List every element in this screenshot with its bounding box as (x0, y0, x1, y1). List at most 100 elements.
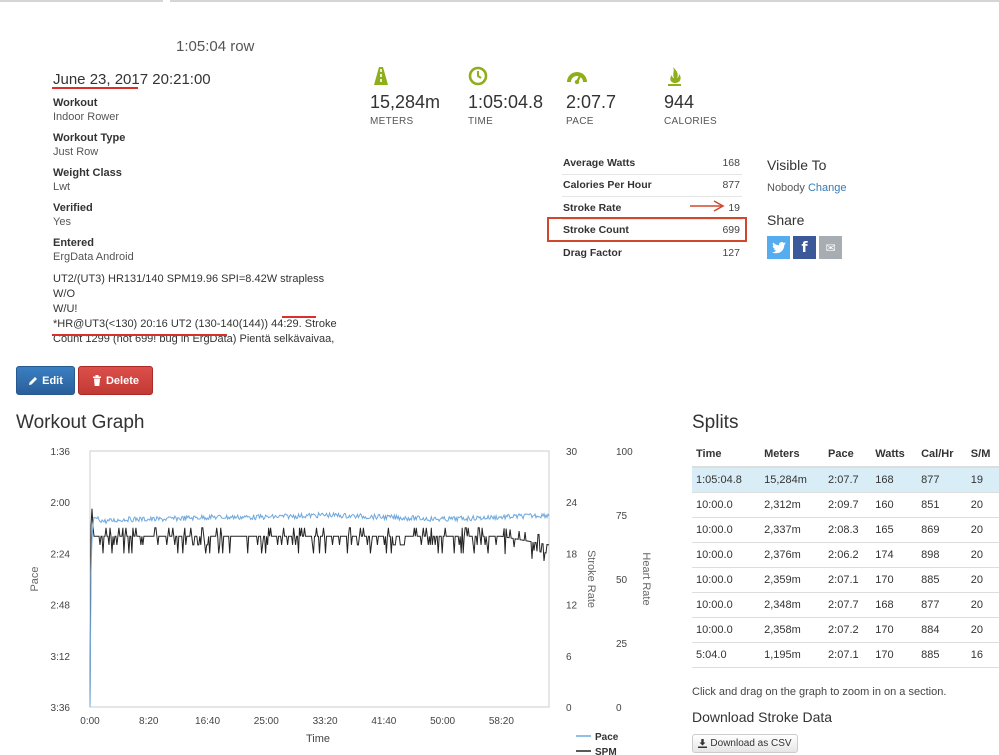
info-verified: Verified Yes (53, 201, 353, 229)
workout-time: 20:21:00 (152, 71, 211, 88)
splits-row: 10:00.0 2,337m 2:08.3 165 869 20 (692, 517, 999, 543)
heart-rate-tick-label: 75 (616, 511, 628, 522)
workout-date: June 23, 2017 (53, 71, 149, 88)
facebook-share-button[interactable]: f (793, 236, 816, 259)
stat-label: METERS (370, 116, 414, 127)
splits-cell: 877 (917, 592, 967, 618)
stat-value: 2:07.7 (566, 92, 617, 112)
workout-info-list: Workout Indoor Rower Workout Type Just R… (53, 96, 353, 271)
pace-axis-label: Pace (29, 566, 41, 591)
edit-button[interactable]: Edit (16, 366, 75, 395)
splits-cell: 170 (871, 567, 918, 593)
stroke-rate-tick-label: 12 (566, 601, 578, 612)
stat-label: TIME (468, 116, 494, 127)
splits-cell: 2:07.7 (824, 592, 872, 618)
detail-label: Stroke Rate (563, 201, 622, 214)
splits-cell: 10:00.0 (692, 542, 761, 568)
heart-rate-tick-label: 0 (616, 703, 622, 714)
top-divider (0, 0, 999, 2)
splits-cell: 2:07.2 (824, 617, 872, 643)
workout-actions: Edit Delete (16, 366, 153, 395)
detail-stroke-rate: Stroke Rate 19 (562, 197, 742, 220)
change-visibility-link[interactable]: Change (807, 182, 847, 194)
stat-value: 1:05:04.8 (468, 92, 544, 112)
splits-cell: 2,376m (760, 542, 825, 568)
pace-series-line (89, 511, 550, 708)
trash-icon (92, 375, 101, 386)
comment-line: *HR@UT3(<130) 20:16 UT2 (130-140(144)) 4… (53, 318, 337, 330)
splits-cell: 16 (966, 642, 999, 668)
detail-drag-factor: Drag Factor 127 (562, 242, 742, 265)
splits-cell: 174 (871, 542, 918, 568)
splits-row: 5:04.0 1,195m 2:07.1 170 885 16 (692, 642, 999, 668)
stroke-rate-tick-label: 18 (566, 549, 578, 560)
info-value: Lwt (53, 181, 71, 193)
spm-series-line (89, 508, 550, 708)
pace-tick-label: 2:24 (51, 549, 71, 560)
splits-cell: 2:08.3 (824, 517, 872, 543)
plot-area (89, 450, 550, 708)
detail-label: Drag Factor (563, 247, 622, 260)
comment-line: W/U! (53, 303, 78, 315)
splits-cell: 877 (917, 467, 967, 493)
detail-average-watts: Average Watts 168 (562, 152, 742, 175)
workout-graph-svg[interactable]: 1:36 2:00 2:24 2:48 3:12 3:36 30 24 18 12 6 0 100 75 5… (16, 440, 676, 755)
splits-cell: 1,195m (760, 642, 825, 668)
info-weight-class: Weight Class Lwt (53, 166, 353, 194)
pace-tick-label: 3:36 (51, 703, 71, 714)
splits-row: 10:00.0 2,359m 2:07.1 170 885 20 (692, 567, 999, 593)
detail-label: Calories Per Hour (563, 179, 652, 192)
pace-tick-label: 3:12 (51, 652, 71, 663)
heart-rate-tick-label: 50 (616, 575, 628, 586)
splits-cell: 10:00.0 (692, 517, 761, 543)
workout-graph[interactable]: 1:36 2:00 2:24 2:48 3:12 3:36 30 24 18 12 6 0 100 75 5… (16, 440, 676, 755)
detail-value: 699 (722, 224, 740, 237)
splits-cell: 2:09.7 (824, 492, 872, 518)
clock-icon (468, 66, 488, 86)
time-tick-label: 25:00 (254, 716, 279, 727)
stat-label: PACE (566, 116, 594, 127)
splits-cell: 10:00.0 (692, 617, 761, 643)
road-icon (374, 67, 388, 85)
splits-column-header: Watts (871, 442, 918, 468)
splits-cell: 885 (917, 567, 967, 593)
twitter-icon (771, 241, 786, 253)
splits-column-header: Cal/Hr (917, 442, 967, 468)
download-csv-button[interactable]: Download as CSV (692, 734, 798, 753)
splits-cell: 10:00.0 (692, 492, 761, 518)
splits-cell: 2,359m (760, 567, 825, 593)
email-icon: ✉ (825, 240, 836, 255)
facebook-icon: f (801, 239, 808, 256)
stat-pace: 2:07.7 PACE (566, 66, 616, 127)
legend-pace-label: Pace (595, 732, 619, 743)
download-title: Download Stroke Data (692, 709, 833, 725)
splits-cell: 898 (917, 542, 967, 568)
delete-label: Delete (105, 374, 140, 387)
info-value: Indoor Rower (53, 111, 120, 123)
delete-button[interactable]: Delete (78, 366, 153, 395)
splits-cell: 2:07.7 (824, 467, 872, 493)
heart-rate-tick-label: 25 (616, 639, 628, 650)
splits-cell: 20 (966, 592, 999, 618)
stroke-rate-tick-label: 30 (566, 447, 578, 458)
splits-column-header: Meters (760, 442, 825, 468)
twitter-share-button[interactable] (767, 236, 790, 259)
splits-cell: 20 (966, 617, 999, 643)
email-share-button[interactable]: ✉ (819, 236, 842, 259)
visibility-section: Visible To Nobody Change (767, 157, 847, 194)
flame-icon (668, 67, 681, 86)
info-value: Yes (53, 216, 71, 228)
annotation-arrow (690, 200, 725, 212)
detail-value: 127 (722, 247, 740, 260)
time-tick-label: 16:40 (195, 716, 220, 727)
splits-title: Splits (692, 412, 739, 433)
splits-cell: 884 (917, 617, 967, 643)
detail-value: 19 (728, 201, 740, 214)
stat-time: 1:05:04.8 TIME (468, 66, 543, 127)
time-tick-label: 58:20 (489, 716, 514, 727)
stat-calories: 944 CALORIES (664, 66, 717, 127)
pace-tick-label: 2:48 (51, 601, 71, 612)
detail-label: Average Watts (563, 156, 636, 169)
splits-cell: 2:06.2 (824, 542, 872, 568)
annotation-underline-comment-2 (52, 334, 227, 336)
